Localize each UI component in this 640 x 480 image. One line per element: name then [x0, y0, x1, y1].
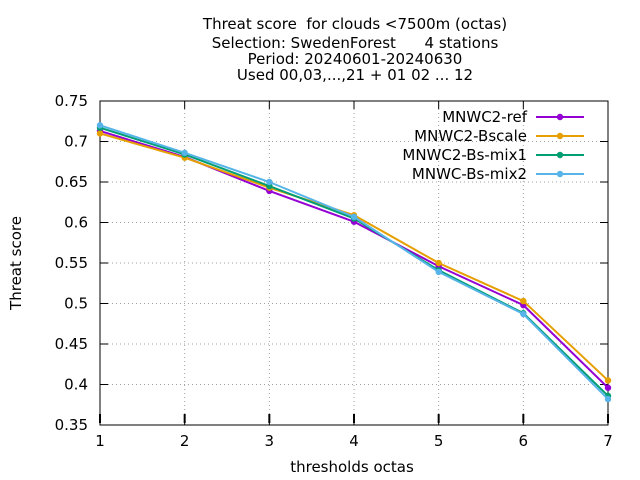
- x-axis-label: thresholds octas: [290, 458, 414, 476]
- chart-title-line-4: Used 00,03,...,21 + 01 02 ... 12: [236, 66, 474, 84]
- x-tick-label: 7: [603, 432, 613, 450]
- legend-marker-2: [556, 151, 564, 159]
- series-point-1: [435, 259, 442, 267]
- y-tick-label: 0.75: [55, 92, 88, 110]
- legend-marker-3: [556, 170, 564, 178]
- legend-marker-0: [556, 113, 564, 121]
- legend: MNWC2-refMNWC2-BscaleMNWC2-Bs-mix1MNWC-B…: [402, 108, 584, 183]
- x-tick-label: 4: [349, 432, 359, 450]
- legend-label-1: MNWC2-Bscale: [414, 127, 527, 145]
- legend-label-2: MNWC2-Bs-mix1: [402, 146, 527, 164]
- y-tick-label: 0.45: [55, 335, 88, 353]
- y-tick-label: 0.55: [55, 254, 88, 272]
- series-point-3: [604, 395, 612, 403]
- series-point-3: [520, 310, 527, 318]
- x-tick-label: 1: [95, 432, 105, 450]
- y-tick-label: 0.7: [64, 133, 88, 151]
- series-point-1: [96, 130, 104, 137]
- series-point-3: [435, 268, 442, 276]
- axis-ticks: 1 2 3 4 5 6 7 0.35 0.4 0.45 0.5 0.55 0.6 0.65 0.7 0.75: [55, 92, 613, 450]
- y-tick-label: 0.6: [64, 214, 88, 232]
- series-point-3: [96, 122, 104, 129]
- y-tick-label: 0.4: [64, 376, 88, 394]
- y-tick-label: 0.35: [55, 416, 88, 434]
- series-group: [96, 122, 612, 403]
- x-tick-label: 6: [519, 432, 529, 450]
- chart-title-line-3: Period: 20240601-20240630: [247, 50, 463, 68]
- series-line-1: [99, 132, 609, 382]
- chart-title-line-2: Selection: SwedenForest 4 stations: [211, 34, 499, 52]
- series-point-1: [520, 297, 527, 305]
- series-line-3: [99, 124, 609, 400]
- legend-marker-1: [556, 132, 564, 140]
- y-tick-label: 0.5: [64, 295, 88, 313]
- x-tick-label: 5: [434, 432, 444, 450]
- legend-label-3: MNWC-Bs-mix2: [412, 165, 527, 183]
- y-axis-label: Threat score: [7, 216, 25, 311]
- x-tick-label: 3: [265, 432, 275, 450]
- chart-title-line-1: Threat score for clouds <7500m (octas): [202, 15, 508, 33]
- series-point-3: [266, 178, 273, 186]
- series-point-3: [181, 149, 188, 157]
- grid-lines: [100, 101, 608, 425]
- series-point-0: [604, 384, 612, 391]
- x-tick-label: 2: [180, 432, 190, 450]
- legend-label-0: MNWC2-ref: [442, 108, 527, 126]
- series-point-1: [604, 377, 612, 384]
- series-point-3: [350, 213, 358, 221]
- y-tick-label: 0.65: [55, 173, 88, 191]
